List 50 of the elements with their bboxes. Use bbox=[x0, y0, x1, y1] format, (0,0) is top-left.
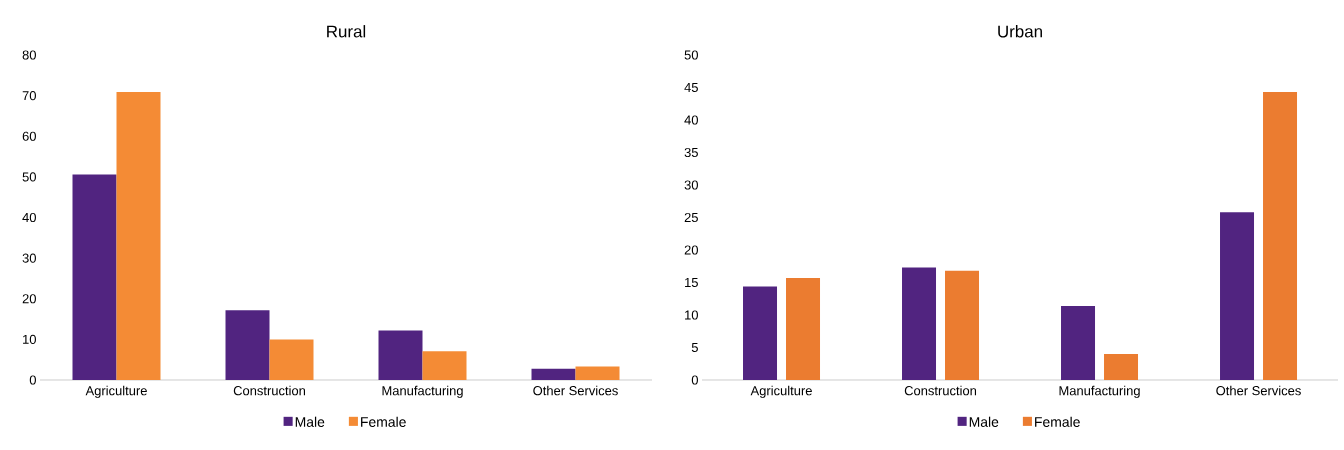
legend-label: Male bbox=[969, 416, 999, 427]
x-tick-label: Agriculture bbox=[85, 385, 147, 398]
y-tick-label: 50 bbox=[684, 50, 698, 60]
y-tick-label: 0 bbox=[691, 375, 698, 385]
bar bbox=[422, 351, 467, 380]
y-tick-label: 60 bbox=[22, 131, 36, 141]
bar bbox=[116, 91, 161, 380]
y-tick-label: 40 bbox=[684, 115, 698, 125]
x-tick-label: Construction bbox=[904, 385, 977, 396]
y-tick-label: 0 bbox=[29, 375, 36, 385]
y-tick-label: 30 bbox=[684, 180, 698, 190]
y-tick-label: 15 bbox=[685, 277, 698, 288]
y-tick-label: 35 bbox=[684, 147, 698, 158]
bar bbox=[72, 174, 117, 380]
y-tick-label: 25 bbox=[684, 212, 698, 223]
legend-label: Male bbox=[295, 416, 325, 427]
bar bbox=[378, 330, 423, 380]
y-tick-label: 20 bbox=[22, 294, 36, 304]
bar bbox=[1263, 92, 1298, 380]
bar bbox=[743, 286, 778, 380]
y-tick-label: 45 bbox=[684, 82, 698, 93]
y-tick-label: 5 bbox=[691, 342, 698, 353]
bar bbox=[1104, 354, 1139, 380]
x-tick-label: Manufacturing bbox=[382, 385, 463, 398]
y-tick-label: 20 bbox=[684, 245, 698, 255]
y-tick-label: 40 bbox=[22, 212, 36, 223]
bar bbox=[786, 277, 821, 380]
legend-label: Female bbox=[361, 416, 406, 427]
bar bbox=[1220, 212, 1255, 380]
y-tick-label: 30 bbox=[22, 253, 36, 263]
bar bbox=[531, 368, 576, 380]
x-tick-label: Construction bbox=[233, 385, 305, 396]
bar bbox=[575, 366, 620, 380]
x-tick-label: Other Services bbox=[533, 385, 618, 396]
bar bbox=[1061, 305, 1096, 380]
chart-title: Urban bbox=[998, 25, 1042, 38]
y-tick-label: 10 bbox=[23, 334, 36, 344]
legend-label: Female bbox=[1035, 416, 1080, 427]
chart-title: Rural bbox=[327, 25, 366, 38]
bar bbox=[902, 267, 937, 380]
x-tick-label: Manufacturing bbox=[1059, 385, 1140, 398]
bar bbox=[269, 339, 314, 380]
y-tick-label: 80 bbox=[22, 50, 36, 60]
bar bbox=[225, 310, 270, 380]
bar bbox=[945, 270, 980, 380]
y-tick-label: 10 bbox=[685, 310, 698, 320]
x-tick-label: Other Services bbox=[1216, 385, 1301, 396]
y-tick-label: 70 bbox=[22, 91, 36, 101]
y-tick-label: 50 bbox=[22, 172, 36, 182]
x-tick-label: Agriculture bbox=[750, 385, 812, 398]
